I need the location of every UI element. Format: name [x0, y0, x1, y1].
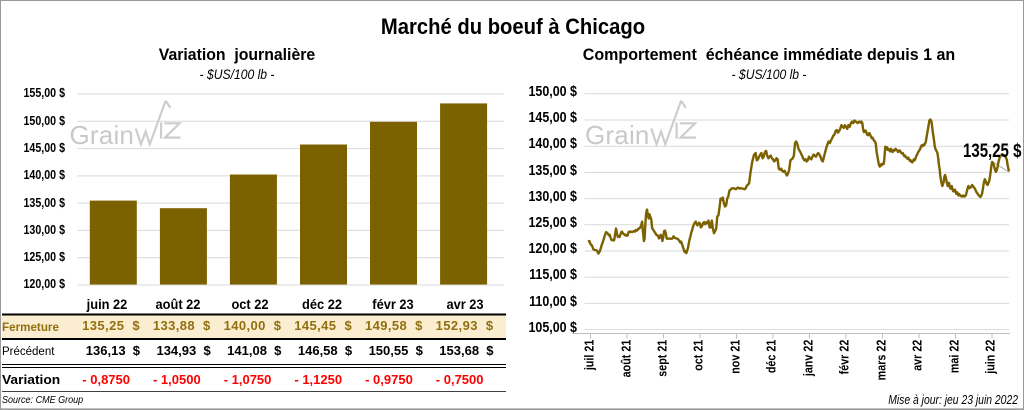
svg-text:Grain: Grain — [585, 120, 650, 150]
svg-text:Grain: Grain — [70, 120, 135, 150]
